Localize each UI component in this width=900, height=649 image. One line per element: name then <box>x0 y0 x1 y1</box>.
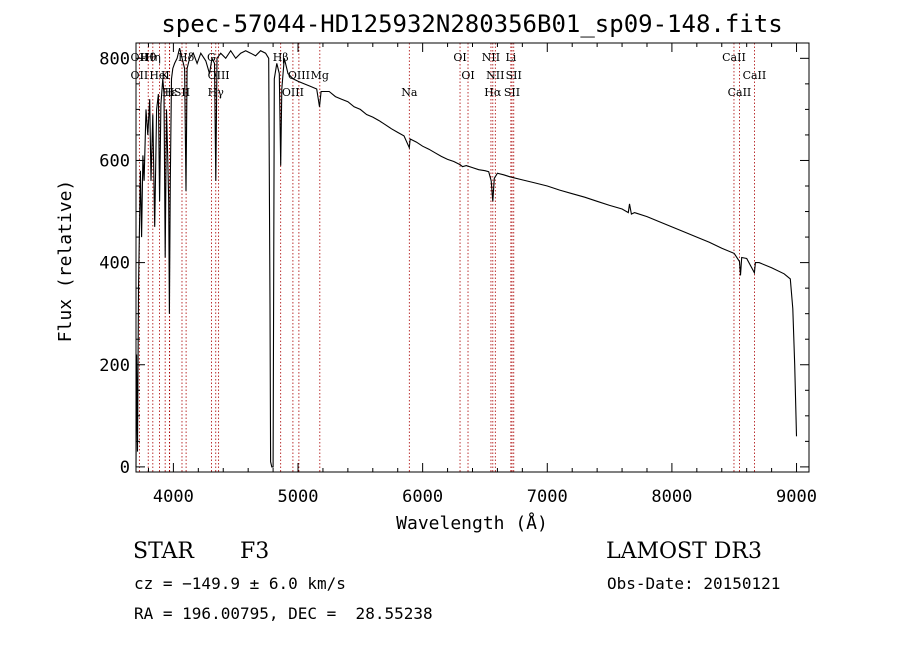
marker-label: SII <box>504 86 520 99</box>
x-tick-label: 4000 <box>153 487 194 507</box>
marker-label: G <box>207 51 216 64</box>
marker-label: NII <box>486 69 504 82</box>
marker-label: Na <box>401 86 418 99</box>
y-axis-ticks: 0 200 400 600 800 <box>99 49 809 478</box>
y-tick-label: 800 <box>99 49 130 69</box>
marker-label: Hε <box>162 86 178 99</box>
x-axis-label: Wavelength (Å) <box>396 512 548 534</box>
x-tick-label: 7000 <box>527 487 568 507</box>
marker-label: OII <box>131 69 149 82</box>
marker-label: CaII <box>743 69 767 82</box>
y-tick-label: 200 <box>99 356 130 376</box>
x-tick-label: 9000 <box>776 487 817 507</box>
marker-label: SII <box>506 69 522 82</box>
y-tick-label: 0 <box>120 458 130 478</box>
marker-label: Hα <box>484 86 502 99</box>
marker-label: OIII <box>288 69 310 82</box>
observation-date: Obs-Date: 20150121 <box>607 574 781 593</box>
marker-label: HeI <box>149 69 169 82</box>
plot-frame <box>135 42 810 473</box>
redshift-value: cz = −149.9 ± 6.0 km/s <box>134 574 346 593</box>
marker-label: OIII <box>282 86 304 99</box>
marker-label: Hβ <box>273 51 289 64</box>
marker-label: SII <box>174 86 190 99</box>
x-tick-label: 8000 <box>651 487 692 507</box>
spectrum-chart: spec-57044-HD125932N280356B01_sp09-148.f… <box>55 10 817 534</box>
marker-label: OI <box>453 51 466 64</box>
spectral-line-markers <box>138 43 755 472</box>
spectrum-line <box>135 47 798 468</box>
marker-label: Hδ <box>178 51 195 64</box>
marker-label: CaII <box>728 86 752 99</box>
marker-label: CaII <box>722 51 746 64</box>
marker-label: OIII <box>208 69 230 82</box>
y-tick-label: 400 <box>99 254 130 274</box>
x-tick-label: 5000 <box>278 487 319 507</box>
x-axis-ticks: 4000 5000 6000 7000 8000 9000 <box>147 43 817 507</box>
chart-title: spec-57044-HD125932N280356B01_sp09-148.f… <box>161 10 782 38</box>
y-axis-label: Flux (relative) <box>55 180 76 343</box>
x-tick-label: 6000 <box>402 487 443 507</box>
survey-name: LAMOST DR3 <box>606 539 762 564</box>
marker-label: H <box>165 86 175 99</box>
object-subclass: F3 <box>240 539 270 564</box>
marker-label: NII <box>482 51 500 64</box>
marker-label: OII <box>131 51 149 64</box>
object-class: STAR <box>133 539 194 564</box>
marker-label: Hη <box>145 51 161 64</box>
marker-label: Hθ <box>140 51 157 64</box>
marker-label: Mg <box>311 69 329 82</box>
marker-label: Hγ <box>208 86 225 99</box>
marker-label: K <box>161 69 170 82</box>
marker-label: Li <box>505 51 516 64</box>
marker-label: OI <box>461 69 474 82</box>
y-tick-label: 600 <box>99 151 130 171</box>
coordinates: RA = 196.00795, DEC = 28.55238 <box>134 604 433 623</box>
